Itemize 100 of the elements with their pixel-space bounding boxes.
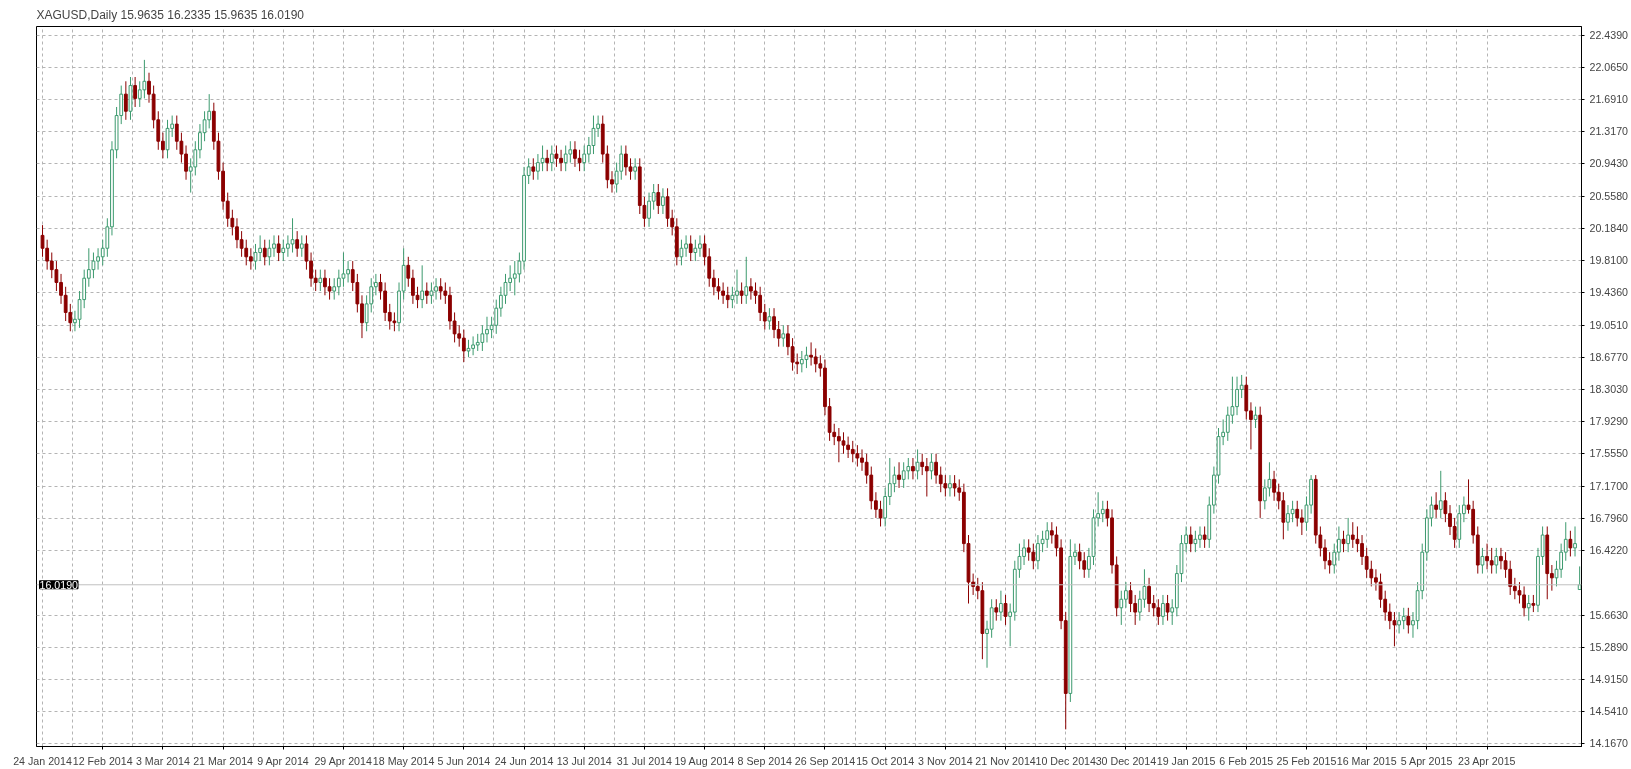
ref-line-label: 16.0190 bbox=[39, 578, 79, 591]
candlestick bbox=[665, 187, 670, 228]
candlestick bbox=[924, 457, 929, 498]
candlestick bbox=[1253, 406, 1258, 429]
x-tick-label: 6 Feb 2015 bbox=[1219, 754, 1274, 767]
candlestick bbox=[540, 145, 545, 172]
y-tick-label: 21.3170 bbox=[1589, 125, 1629, 138]
candlestick bbox=[1003, 594, 1008, 626]
candlestick bbox=[244, 239, 249, 266]
candlestick bbox=[1128, 581, 1133, 613]
candlestick bbox=[54, 260, 59, 292]
y-tick-label: 22.4390 bbox=[1589, 29, 1629, 42]
candlestick bbox=[1401, 607, 1406, 630]
x-tick-label: 5 Jun 2014 bbox=[437, 754, 491, 767]
x-tick-label: 10 Dec 2014 bbox=[1035, 754, 1097, 767]
candlestick bbox=[1156, 598, 1161, 626]
candlestick bbox=[1045, 521, 1050, 549]
x-tick-label: 12 Feb 2014 bbox=[72, 754, 133, 767]
candlestick bbox=[1225, 406, 1230, 442]
candlestick bbox=[123, 80, 128, 121]
candlestick bbox=[531, 157, 536, 181]
candlestick bbox=[1573, 525, 1577, 557]
y-tick-label: 19.4360 bbox=[1589, 286, 1629, 299]
candlestick bbox=[1031, 543, 1036, 570]
candlestick bbox=[577, 149, 582, 172]
candlestick bbox=[730, 286, 735, 309]
candlestick bbox=[725, 286, 730, 309]
candlestick bbox=[1364, 547, 1369, 579]
x-tick-label: 25 Feb 2015 bbox=[1276, 754, 1337, 767]
candlestick bbox=[938, 466, 943, 493]
candlestick bbox=[929, 453, 934, 480]
candlestick bbox=[855, 444, 860, 468]
candlestick bbox=[1133, 594, 1138, 626]
candlestick bbox=[1508, 560, 1513, 596]
candlestick bbox=[591, 115, 596, 155]
candlestick bbox=[290, 217, 295, 254]
candlestick bbox=[239, 230, 244, 258]
candlestick bbox=[438, 277, 443, 301]
candlestick bbox=[49, 252, 54, 279]
candlestick bbox=[207, 93, 212, 129]
x-tick-label: 30 Dec 2014 bbox=[1095, 754, 1157, 767]
candlestick bbox=[1137, 590, 1142, 622]
candlestick bbox=[633, 157, 638, 181]
candlestick bbox=[619, 145, 624, 181]
x-tick-label: 24 Jan 2014 bbox=[13, 754, 72, 767]
x-tick-label: 31 Jul 2014 bbox=[616, 754, 673, 767]
candlestick bbox=[1350, 521, 1355, 549]
candlestick bbox=[943, 474, 948, 498]
x-tick-label: 26 Sep 2014 bbox=[794, 754, 856, 767]
candlestick bbox=[341, 252, 346, 288]
y-tick-label: 17.5550 bbox=[1589, 447, 1629, 460]
candlestick bbox=[679, 239, 684, 266]
y-tick-label: 18.3030 bbox=[1589, 383, 1629, 396]
candlestick bbox=[688, 234, 693, 262]
candlestick bbox=[850, 440, 855, 463]
candlestick bbox=[1392, 611, 1397, 647]
x-tick-label: 24 Jun 2014 bbox=[494, 754, 554, 767]
candlestick bbox=[318, 269, 323, 292]
candlestick bbox=[295, 230, 300, 258]
candlestick bbox=[1188, 525, 1193, 553]
candlestick bbox=[1299, 508, 1304, 536]
candlestick bbox=[1480, 547, 1485, 575]
candlestick bbox=[804, 346, 809, 369]
candlestick bbox=[911, 457, 915, 480]
candlestick bbox=[1082, 551, 1087, 579]
candlestick bbox=[739, 281, 744, 305]
candlestick bbox=[563, 145, 568, 172]
x-tick-label: 21 Nov 2014 bbox=[975, 754, 1036, 767]
candlestick bbox=[1494, 547, 1499, 575]
y-tick-label: 15.6630 bbox=[1589, 609, 1629, 622]
candlestick bbox=[165, 119, 170, 159]
candlestick bbox=[906, 457, 911, 480]
candlestick bbox=[281, 239, 286, 262]
candlestick bbox=[133, 76, 138, 108]
candlestick bbox=[1434, 491, 1439, 519]
x-tick-label: 16 Mar 2015 bbox=[1336, 754, 1397, 767]
y-tick-label: 22.0650 bbox=[1589, 61, 1629, 74]
candlestick bbox=[1327, 551, 1332, 575]
candlestick bbox=[767, 307, 772, 331]
x-tick-label: 5 Apr 2015 bbox=[1400, 754, 1453, 767]
candlestick bbox=[582, 145, 587, 172]
candlestick bbox=[1438, 470, 1443, 519]
candlestick bbox=[707, 247, 712, 288]
candlestick bbox=[1026, 538, 1031, 562]
candlestick bbox=[420, 264, 425, 309]
candlestick bbox=[248, 247, 253, 271]
candlestick bbox=[262, 239, 267, 266]
y-tick-label: 15.2890 bbox=[1589, 641, 1629, 654]
candlestick bbox=[781, 324, 786, 348]
x-tick-label: 29 Apr 2014 bbox=[314, 754, 372, 767]
candlestick bbox=[299, 234, 304, 258]
candlestick bbox=[91, 252, 96, 279]
candlestick bbox=[1387, 603, 1392, 630]
y-tick-label: 20.9430 bbox=[1589, 157, 1629, 170]
candlestick bbox=[799, 350, 804, 373]
candlestick bbox=[661, 187, 665, 215]
y-tick-label: 17.1700 bbox=[1589, 480, 1629, 493]
candlestick bbox=[1341, 530, 1346, 553]
candlestick bbox=[1378, 573, 1383, 609]
chart-title: XAGUSD,Daily 15.9635 16.2335 15.9635 16.0190 bbox=[36, 7, 305, 22]
